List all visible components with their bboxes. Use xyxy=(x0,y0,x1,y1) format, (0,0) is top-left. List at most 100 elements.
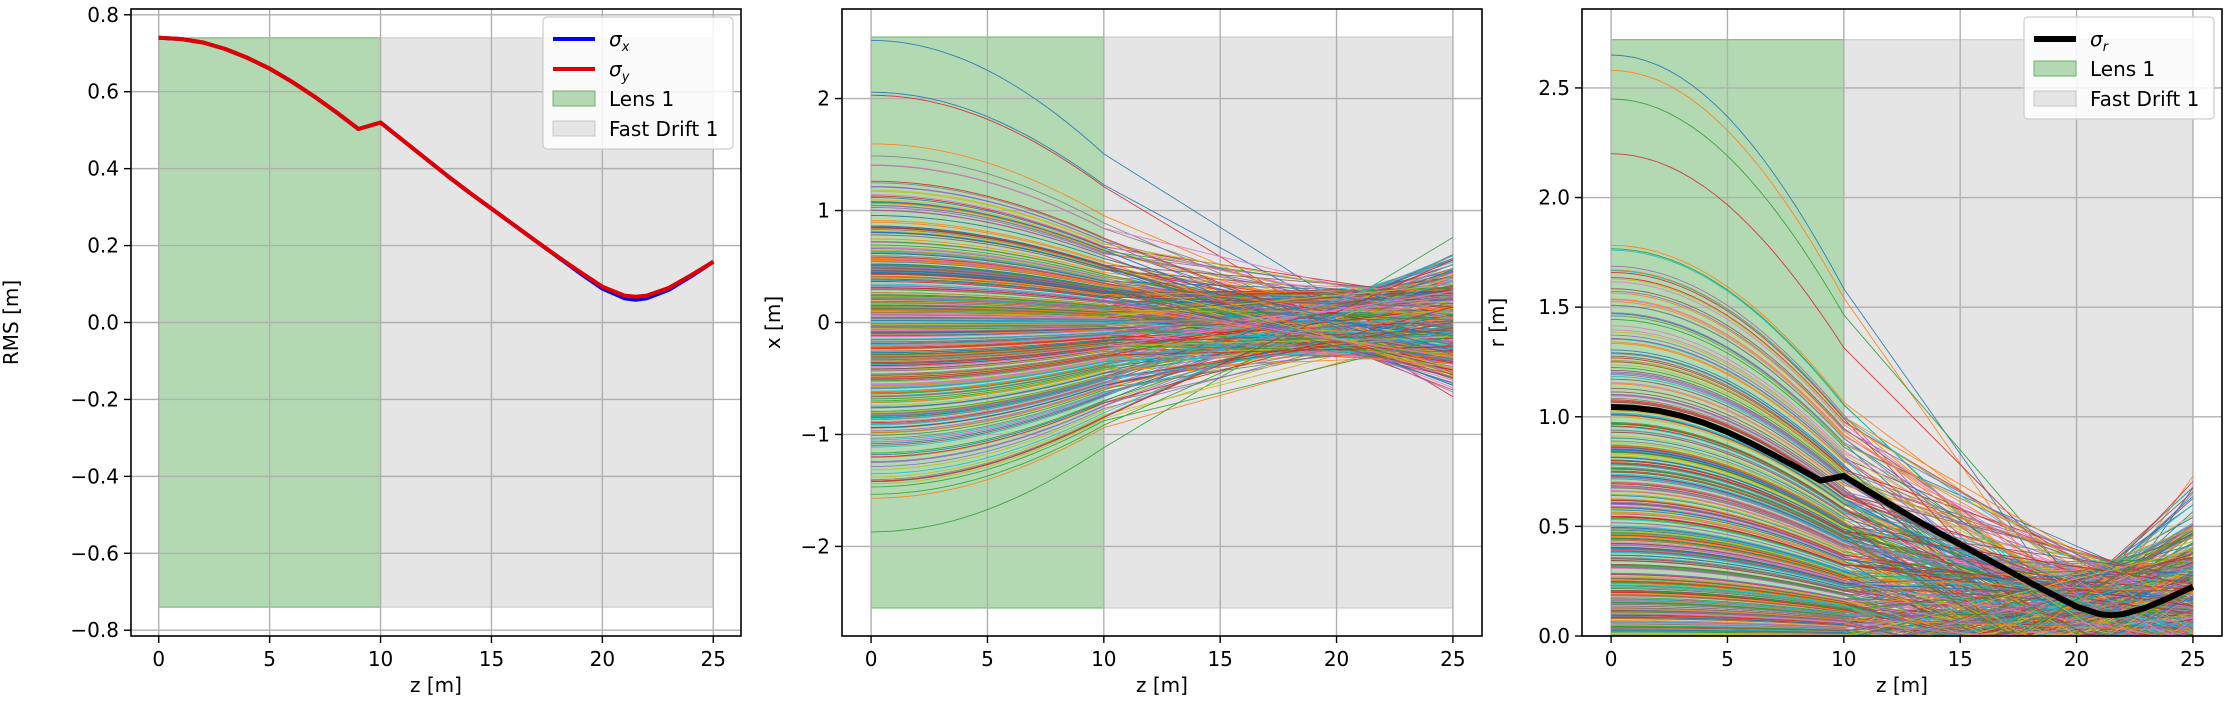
y-axis-label: r [m] xyxy=(1485,298,1509,348)
x-axis-label: z [m] xyxy=(410,673,462,697)
trajectory xyxy=(871,195,1453,300)
ticks: 0 5 10 15 20 25 −0.8 −0.6 −0.4 −0.2 0.0 0.2 0.4 0.6 0.… xyxy=(70,3,726,671)
trajectory xyxy=(871,215,1454,351)
trajectory xyxy=(1611,468,2194,634)
trajectory xyxy=(871,267,1454,375)
trajectory xyxy=(1611,527,2194,636)
trajectory xyxy=(1611,548,2193,599)
legend-label: Fast Drift 1 xyxy=(609,117,718,141)
trajectory xyxy=(1611,338,2194,636)
y-tick-label: 2.0 xyxy=(1538,186,1570,210)
x-tick-label: 15 xyxy=(1947,647,1972,671)
trajectory xyxy=(1611,422,2194,636)
series-line-sigma-r xyxy=(1610,403,2195,619)
trajectory xyxy=(871,249,1454,369)
trajectory xyxy=(1611,568,2193,628)
chart-r-trajectories: 0 5 10 15 20 25 0.0 0.5 1.0 1.5 2.0 2.5 z [m] r [m] σr… xyxy=(1485,8,2223,697)
trajectory xyxy=(871,253,1453,295)
x-tick-label: 20 xyxy=(2064,647,2089,671)
trajectory xyxy=(871,225,1454,355)
legend-label: Lens 1 xyxy=(2090,57,2155,81)
y-tick-label: 2.5 xyxy=(1538,76,1570,100)
trajectory xyxy=(1611,511,2194,636)
trajectory xyxy=(1611,301,2194,633)
legend-swatch-patch xyxy=(2033,60,2077,77)
trajectory xyxy=(871,285,1453,355)
trajectory xyxy=(871,270,1453,336)
trajectory xyxy=(1611,482,2193,624)
trajectory xyxy=(871,307,1453,366)
trajectory xyxy=(871,288,1453,359)
legend-label: σx xyxy=(609,27,630,55)
trajectory xyxy=(1611,549,2194,636)
legend-label: Lens 1 xyxy=(609,87,674,111)
x-tick-label: 20 xyxy=(1324,647,1349,671)
trajectory xyxy=(871,317,1453,324)
x-tick-label: 5 xyxy=(981,647,994,671)
x-tick-label: 10 xyxy=(368,647,393,671)
x-tick-label: 0 xyxy=(152,647,165,671)
trajectory xyxy=(871,225,1453,295)
x-tick-label: 15 xyxy=(479,647,504,671)
trajectory xyxy=(1611,567,2194,636)
trajectories xyxy=(871,39,1454,533)
x-tick-label: 0 xyxy=(1605,647,1618,671)
trajectory xyxy=(871,332,1453,342)
trajectory xyxy=(871,190,1453,307)
trajectory xyxy=(871,254,1454,483)
trajectory xyxy=(1611,544,2194,636)
y-tick-label: −0.4 xyxy=(70,464,119,488)
trajectory xyxy=(871,326,1453,381)
trajectory xyxy=(871,268,1454,415)
trajectory xyxy=(1611,577,2193,636)
trajectory xyxy=(871,308,1453,322)
trajectory xyxy=(1611,486,2193,589)
trajectory xyxy=(1611,529,2194,635)
chart-rms: 0 5 10 15 20 25 −0.8 −0.6 −0.4 −0.2 0.0 0.2 0.4 0.6 0.… xyxy=(0,3,742,697)
y-tick-label: 0.5 xyxy=(1538,514,1570,538)
y-axis-label: x [m] xyxy=(761,296,785,349)
y-tick-label: −1 xyxy=(801,422,830,446)
trajectory xyxy=(1611,557,2193,625)
trajectory xyxy=(871,248,1453,345)
x-tick-label: 5 xyxy=(1721,647,1734,671)
trajectory xyxy=(1611,516,2193,590)
x-tick-label: 25 xyxy=(1440,647,1465,671)
x-axis-label: z [m] xyxy=(1136,673,1188,697)
legend-label: σy xyxy=(609,57,630,85)
gridlines xyxy=(131,9,741,636)
ticks: 0 5 10 15 20 25 0.0 0.5 1.0 1.5 2.0 2.5 xyxy=(1538,76,2205,671)
trajectory xyxy=(871,278,1453,308)
trajectory xyxy=(1611,278,2194,632)
legend-swatch-patch xyxy=(552,120,596,137)
series-line-sigma-y xyxy=(158,35,715,299)
chart-x-trajectories: 0 5 10 15 20 25 −2 −1 0 1 2 z [m] x [m] xyxy=(761,8,1483,697)
trajectory xyxy=(1611,560,2193,592)
trajectory xyxy=(871,275,1454,458)
trajectory xyxy=(1611,547,2193,584)
y-tick-label: −0.8 xyxy=(70,618,119,642)
trajectory xyxy=(1611,473,2194,632)
trajectory xyxy=(1611,290,2194,618)
x-tick-label: 10 xyxy=(1831,647,1856,671)
y-tick-label: 2 xyxy=(817,87,830,111)
trajectory xyxy=(871,227,1453,339)
trajectory xyxy=(1611,575,2193,636)
trajectory xyxy=(1611,298,2194,634)
trajectory xyxy=(871,197,1454,363)
trajectory xyxy=(1611,329,2194,610)
trajectory xyxy=(871,342,1453,364)
y-tick-label: 1.0 xyxy=(1538,405,1570,429)
trajectory xyxy=(871,329,1453,358)
trajectory xyxy=(871,290,1453,363)
x-axis-label: z [m] xyxy=(1876,673,1928,697)
y-tick-label: −0.2 xyxy=(70,387,119,411)
y-tick-label: 0.8 xyxy=(87,3,119,27)
legend-swatch-patch xyxy=(2033,90,2077,107)
series xyxy=(1610,403,2195,619)
trajectory xyxy=(871,316,1453,333)
trajectory xyxy=(871,285,1453,362)
trajectory xyxy=(871,305,1454,434)
